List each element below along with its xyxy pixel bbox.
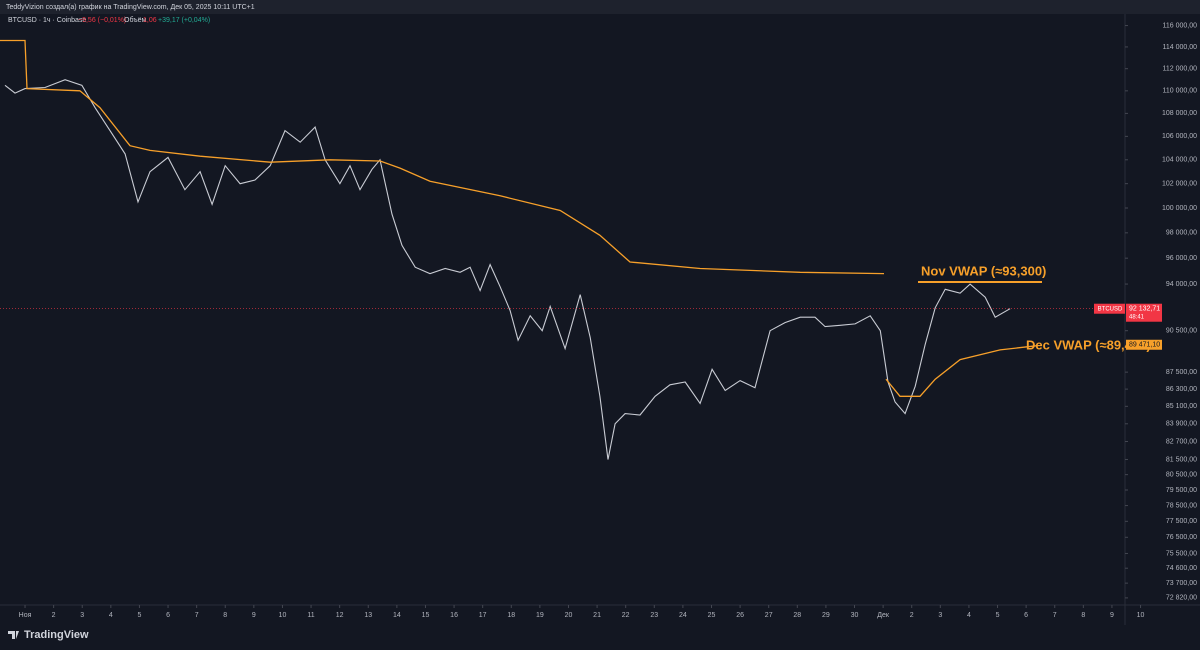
y-tick-label: 75 500,00 xyxy=(1166,550,1197,557)
x-tick-label: 15 xyxy=(422,612,430,619)
x-tick-label: 4 xyxy=(967,612,971,619)
x-tick-label: 10 xyxy=(279,612,287,619)
x-tick-label: 9 xyxy=(1110,612,1114,619)
y-tick-label: 96 000,00 xyxy=(1166,255,1197,262)
series-line xyxy=(0,39,885,275)
x-tick-label: 8 xyxy=(223,612,227,619)
y-tick-label: 81 500,00 xyxy=(1166,456,1197,463)
y-tick-label: 110 000,00 xyxy=(1162,88,1197,95)
header-bar xyxy=(0,0,1200,14)
x-tick-label: 5 xyxy=(996,612,1000,619)
last-price-label: 92 132,71 xyxy=(1129,306,1160,313)
y-tick-label: 106 000,00 xyxy=(1162,133,1197,140)
y-tick-label: 104 000,00 xyxy=(1162,157,1197,164)
x-tick-label: 22 xyxy=(622,612,630,619)
y-tick-label: 116 000,00 xyxy=(1162,22,1197,29)
header-text: TeddyVizion создал(а) график на TradingV… xyxy=(6,4,255,11)
logo: TradingView xyxy=(8,629,89,641)
x-tick-label: 8 xyxy=(1081,612,1085,619)
x-tick-label: 4 xyxy=(109,612,113,619)
last-price-symbol: BTCUSD xyxy=(1098,306,1123,312)
x-tick-label: 16 xyxy=(450,612,458,619)
x-tick-label: 14 xyxy=(393,612,401,619)
y-tick-label: 90 500,00 xyxy=(1166,328,1197,335)
countdown: 48:41 xyxy=(1129,314,1145,320)
y-tick-label: 77 500,00 xyxy=(1166,518,1197,525)
x-tick-label: 24 xyxy=(679,612,687,619)
last-price-tag xyxy=(1126,303,1162,322)
series-line xyxy=(4,79,1011,460)
legend-change: −9,56 (−0,01%) xyxy=(78,17,126,24)
x-tick-label: Ноя xyxy=(19,612,32,619)
x-tick-label: 27 xyxy=(765,612,773,619)
y-tick-label: 78 500,00 xyxy=(1166,502,1197,509)
x-tick-label: Дек xyxy=(877,612,890,619)
y-tick-label: 80 500,00 xyxy=(1166,471,1197,478)
x-tick-label: 3 xyxy=(938,612,942,619)
x-tick-label: 2 xyxy=(52,612,56,619)
x-tick-label: 29 xyxy=(822,612,830,619)
y-tick-label: 100 000,00 xyxy=(1162,205,1197,212)
vwap-price-tag xyxy=(1126,339,1162,350)
y-tick-label: 87 500,00 xyxy=(1166,369,1197,376)
y-tick-label: 73 700,00 xyxy=(1166,580,1197,587)
x-tick-label: 6 xyxy=(166,612,170,619)
x-tick-label: 11 xyxy=(307,612,314,619)
x-tick-label: 26 xyxy=(736,612,744,619)
x-tick-label: 2 xyxy=(910,612,914,619)
y-tick-label: 102 000,00 xyxy=(1162,180,1197,187)
y-tick-label: 112 000,00 xyxy=(1162,66,1197,73)
x-tick-label: 13 xyxy=(364,612,372,619)
vwap-price-label: 89 471,10 xyxy=(1129,342,1160,349)
x-tick-label: 7 xyxy=(1053,612,1057,619)
y-tick-label: 98 000,00 xyxy=(1166,230,1197,237)
x-tick-label: 25 xyxy=(708,612,716,619)
y-tick-label: 79 500,00 xyxy=(1166,487,1197,494)
legend-volume-change: +39,17 (+0,04%) xyxy=(158,17,210,24)
x-tick-label: 3 xyxy=(80,612,84,619)
x-tick-label: 28 xyxy=(793,612,801,619)
y-tick-label: 83 900,00 xyxy=(1166,421,1197,428)
x-tick-label: 18 xyxy=(507,612,515,619)
annotation: Dec VWAP (≈89,400) xyxy=(1026,337,1151,352)
y-tick-label: 82 700,00 xyxy=(1166,438,1197,445)
legend: BTCUSD · 1ч · Coinbase −9,56 (−0,01%) Об… xyxy=(8,16,210,24)
y-tick-label: 85 100,00 xyxy=(1166,403,1197,410)
y-tick-label: 114 000,00 xyxy=(1162,44,1197,51)
x-tick-label: 9 xyxy=(252,612,256,619)
annotation: Nov VWAP (≈93,300) xyxy=(921,263,1046,278)
last-price-symbol-tag xyxy=(1094,303,1125,314)
x-tick-label: 19 xyxy=(536,612,544,619)
series-line xyxy=(885,345,1038,397)
x-tick-label: 12 xyxy=(336,612,344,619)
legend-volume-label: Объём xyxy=(124,16,146,24)
y-tick-label: 94 000,00 xyxy=(1166,281,1197,288)
legend-symbol: BTCUSD · 1ч · Coinbase xyxy=(8,17,86,24)
x-tick-label: 17 xyxy=(479,612,487,619)
x-tick-label: 6 xyxy=(1024,612,1028,619)
x-tick-label: 20 xyxy=(565,612,573,619)
legend-volume: 1,06 xyxy=(143,17,157,24)
x-tick-label: 21 xyxy=(593,612,601,619)
x-tick-label: 23 xyxy=(650,612,658,619)
y-tick-label: 72 820,00 xyxy=(1166,595,1197,602)
x-tick-label: 30 xyxy=(851,612,859,619)
y-tick-label: 86 300,00 xyxy=(1166,386,1197,393)
y-tick-label: 74 600,00 xyxy=(1166,565,1197,572)
x-tick-label: 10 xyxy=(1137,612,1145,619)
y-tick-label: 76 500,00 xyxy=(1166,534,1197,541)
x-tick-label: 5 xyxy=(137,612,141,619)
x-tick-label: 7 xyxy=(195,612,199,619)
y-tick-label: 108 000,00 xyxy=(1162,110,1197,117)
logo-icon xyxy=(8,631,19,639)
logo-text: TradingView xyxy=(24,629,89,641)
